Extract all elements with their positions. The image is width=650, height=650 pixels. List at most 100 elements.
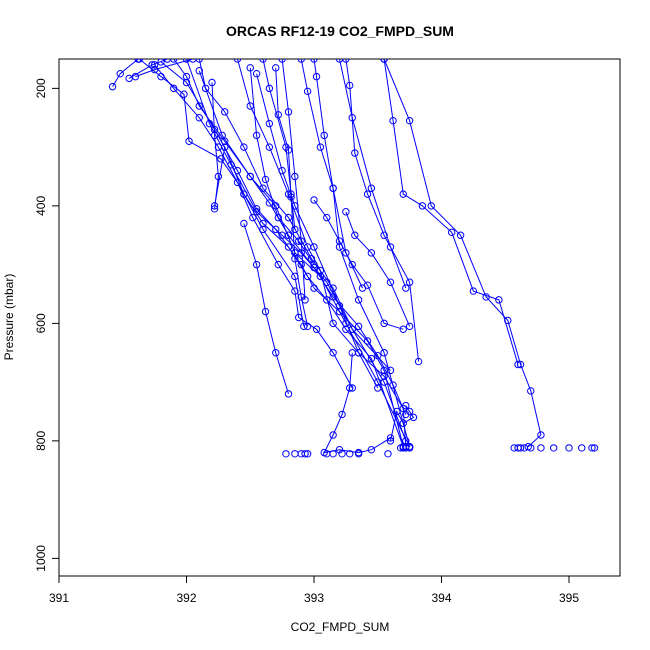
data-point	[312, 325, 321, 333]
data-point	[418, 202, 427, 210]
series-line	[198, 70, 411, 448]
data-point	[265, 143, 274, 151]
data-point	[578, 444, 586, 452]
data-point	[335, 237, 344, 245]
data-point	[297, 59, 305, 63]
data-point	[527, 387, 535, 395]
data-point	[386, 366, 395, 375]
data-point	[278, 166, 286, 175]
series-line	[256, 73, 379, 389]
data-point	[157, 59, 165, 66]
y-axis: 200 400 600 800 1000	[34, 78, 60, 572]
data-point	[380, 372, 388, 380]
data-point	[265, 119, 274, 128]
data-point	[284, 108, 293, 116]
data-point	[278, 231, 286, 239]
data-point	[246, 102, 254, 110]
data-point	[195, 67, 203, 75]
data-point	[386, 243, 395, 251]
y-tick-label: 400	[34, 196, 48, 216]
points-layer	[108, 59, 599, 458]
x-tick-label: 391	[49, 591, 69, 605]
series-line	[281, 59, 306, 300]
data-point	[380, 59, 388, 63]
data-point	[182, 59, 191, 63]
data-point	[399, 190, 407, 198]
data-point	[287, 193, 295, 201]
data-point	[301, 296, 309, 304]
x-axis-label: CO2_FMPD_SUM	[291, 620, 390, 634]
data-point	[363, 190, 372, 198]
data-point	[227, 161, 235, 169]
x-tick-label: 395	[559, 591, 579, 605]
data-point	[469, 287, 478, 295]
data-point	[240, 143, 248, 151]
data-point	[342, 319, 350, 328]
data-point	[210, 131, 219, 140]
series-line	[313, 199, 404, 330]
data-point	[495, 296, 503, 304]
data-point	[329, 450, 337, 458]
data-point	[351, 231, 359, 239]
data-point	[310, 243, 318, 251]
data-point	[210, 205, 219, 213]
data-point	[252, 205, 261, 213]
data-point	[389, 381, 397, 389]
data-point	[346, 384, 354, 392]
data-point	[367, 184, 376, 192]
data-point	[249, 213, 257, 222]
data-point	[252, 260, 261, 269]
data-point	[405, 407, 414, 416]
data-point	[386, 434, 395, 442]
data-point	[135, 59, 144, 63]
data-point	[405, 444, 414, 452]
data-point	[185, 137, 193, 145]
data-point	[380, 319, 388, 328]
data-point	[335, 445, 344, 454]
data-point	[320, 131, 328, 140]
data-point	[284, 243, 293, 251]
data-point	[284, 213, 293, 222]
data-point	[303, 272, 312, 281]
data-point	[182, 72, 191, 81]
data-point	[537, 444, 545, 452]
data-point	[323, 278, 331, 286]
data-point	[374, 378, 382, 386]
data-point	[329, 293, 337, 301]
data-point	[274, 213, 282, 222]
data-point	[214, 172, 223, 181]
data-point	[335, 59, 344, 63]
series-line	[154, 64, 404, 447]
data-point	[291, 202, 299, 210]
data-point	[157, 72, 165, 81]
data-point	[514, 360, 522, 369]
data-point	[402, 401, 410, 410]
data-point	[252, 208, 261, 216]
data-point	[265, 199, 274, 207]
data-point	[195, 114, 203, 122]
x-axis: 391 392 393 394 395	[49, 575, 579, 605]
data-point	[259, 219, 267, 228]
x-tick-label: 393	[304, 591, 324, 605]
data-point	[354, 296, 363, 304]
data-point	[252, 131, 261, 140]
chart-title: ORCAS RF12-19 CO2_FMPD_SUM	[226, 23, 454, 39]
data-point	[346, 81, 354, 90]
data-point	[116, 69, 124, 78]
data-point	[278, 59, 286, 63]
data-point	[504, 316, 512, 325]
data-point	[261, 307, 270, 316]
data-point	[527, 444, 535, 452]
data-point	[565, 444, 573, 452]
series-line	[383, 59, 542, 448]
data-point	[295, 313, 303, 322]
data-point	[516, 444, 525, 452]
series-line	[243, 223, 289, 395]
data-point	[259, 59, 267, 63]
data-point	[329, 431, 337, 439]
x-tick-label: 394	[431, 591, 451, 605]
data-point	[310, 263, 318, 272]
y-tick-label: 600	[34, 313, 48, 333]
data-point	[246, 64, 254, 72]
